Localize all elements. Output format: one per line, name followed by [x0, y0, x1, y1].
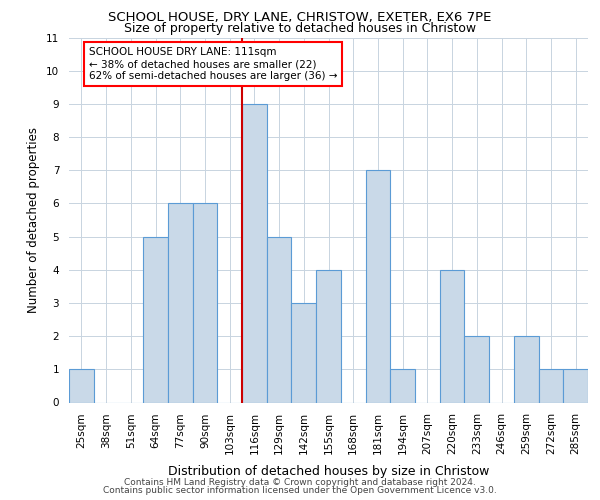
Bar	[365, 170, 390, 402]
Bar	[514, 336, 539, 402]
Bar	[316, 270, 341, 402]
Bar	[193, 204, 217, 402]
X-axis label: Distribution of detached houses by size in Christow: Distribution of detached houses by size …	[168, 466, 489, 478]
Text: Contains public sector information licensed under the Open Government Licence v3: Contains public sector information licen…	[103, 486, 497, 495]
Text: Size of property relative to detached houses in Christow: Size of property relative to detached ho…	[124, 22, 476, 35]
Bar	[242, 104, 267, 403]
Bar	[440, 270, 464, 402]
Bar	[69, 370, 94, 402]
Bar	[292, 303, 316, 402]
Y-axis label: Number of detached properties: Number of detached properties	[28, 127, 40, 313]
Text: SCHOOL HOUSE, DRY LANE, CHRISTOW, EXETER, EX6 7PE: SCHOOL HOUSE, DRY LANE, CHRISTOW, EXETER…	[109, 11, 491, 24]
Bar	[267, 236, 292, 402]
Bar	[390, 370, 415, 402]
Bar	[539, 370, 563, 402]
Bar	[143, 236, 168, 402]
Bar	[168, 204, 193, 402]
Bar	[563, 370, 588, 402]
Text: Contains HM Land Registry data © Crown copyright and database right 2024.: Contains HM Land Registry data © Crown c…	[124, 478, 476, 487]
Bar	[464, 336, 489, 402]
Text: SCHOOL HOUSE DRY LANE: 111sqm
← 38% of detached houses are smaller (22)
62% of s: SCHOOL HOUSE DRY LANE: 111sqm ← 38% of d…	[89, 48, 337, 80]
